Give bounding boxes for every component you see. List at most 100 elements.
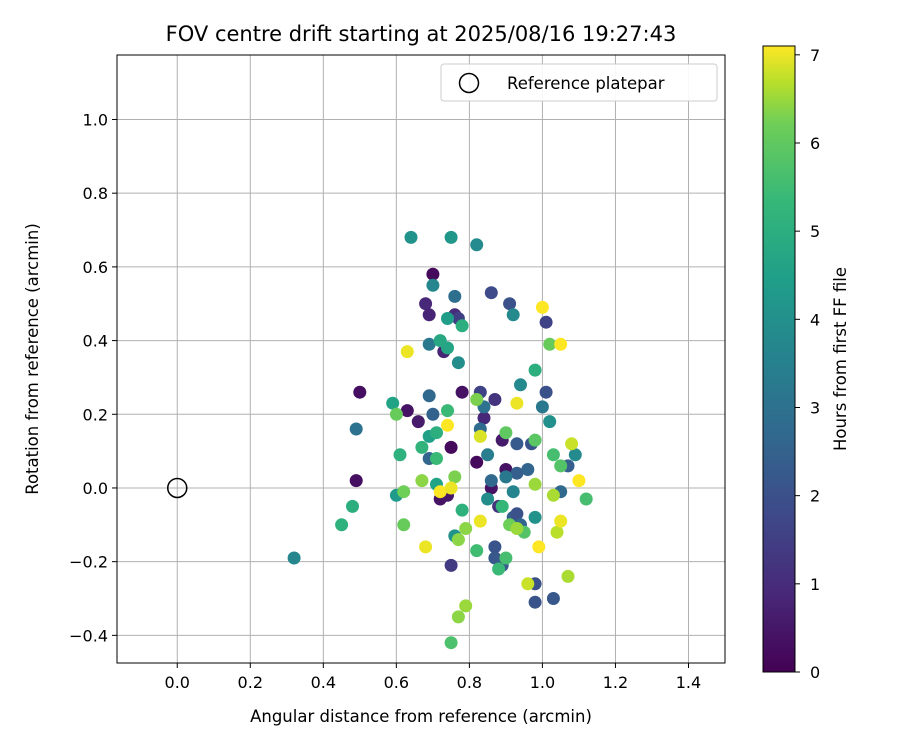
data-point [579,492,593,506]
x-tick-label: 1.0 [530,673,555,692]
data-point [492,562,506,576]
data-point [422,308,436,322]
x-tick-label: 1.4 [676,673,701,692]
data-point [422,389,436,403]
data-point [565,437,579,451]
colorbar-tick-label: 3 [810,398,820,417]
data-point [539,315,553,329]
data-point [430,426,443,440]
chart-title: FOV centre drift starting at 2025/08/16 … [166,22,677,46]
data-point [510,507,524,521]
colorbar-tick-label: 5 [810,222,820,241]
data-point [488,393,502,406]
y-axis-ticks: −0.4 −0.2 0.0 0.2 0.4 0.6 0.8 1.0 [69,110,117,645]
data-point [448,289,462,303]
data-point [389,407,403,421]
data-point [349,422,363,436]
data-point [510,437,524,451]
data-point [400,345,414,359]
data-point [477,411,491,425]
data-point [287,551,301,565]
data-point [419,297,433,311]
data-point [415,474,429,488]
data-point [499,551,513,565]
data-point [535,400,549,414]
x-tick-label: 0.8 [457,673,482,692]
data-point [554,459,568,473]
data-point [386,396,400,410]
colorbar-ticks: 0 1 2 3 4 5 6 7 [795,46,820,682]
y-tick-label: −0.4 [69,626,108,645]
data-point [349,474,363,488]
data-point [543,415,557,429]
data-point [470,238,484,252]
data-point [459,522,473,535]
colorbar-gradient [762,45,796,673]
x-tick-label: 1.2 [603,673,628,692]
colorbar-tick-label: 6 [810,134,820,153]
data-point [470,544,484,558]
colorbar-tick-label: 4 [810,310,820,329]
colorbar-tick-label: 2 [810,487,820,506]
data-point [473,429,487,443]
data-point [397,518,411,532]
data-point [528,595,542,609]
data-point [535,300,549,314]
data-point [543,337,557,351]
data-point [444,558,458,572]
data-point [397,485,411,499]
y-tick-label: 0.4 [83,332,108,351]
data-point [455,319,469,333]
y-tick-label: −0.2 [69,553,108,572]
data-point [441,418,454,432]
data-point [528,363,542,377]
data-point [514,378,527,392]
data-point [503,297,517,311]
data-point [546,448,560,462]
legend-label: Reference platepar [507,74,665,93]
colorbar: 0 1 2 3 4 5 6 7 Hours from first FF file [762,45,850,682]
legend-box [440,63,718,102]
data-point [470,393,484,406]
data-point [444,481,458,495]
data-point [506,485,520,499]
x-tick-label: 0.6 [384,673,409,692]
data-point [484,474,498,488]
data-point [554,514,568,528]
y-tick-label: 0.8 [83,184,108,203]
data-point [495,499,509,513]
y-axis-label: Rotation from reference (arcmin) [23,223,42,495]
y-tick-label: 0.2 [83,405,108,424]
data-point [481,492,495,506]
data-point [528,433,542,447]
data-point [561,569,575,583]
data-point [550,525,564,539]
legend: Reference platepar [440,63,718,102]
data-point [419,540,433,554]
colorbar-tick-label: 7 [810,46,820,65]
data-point [426,407,440,421]
x-tick-label: 0.4 [311,673,336,692]
data-point [481,448,495,462]
data-point [572,474,586,488]
data-point [430,452,443,465]
plot-frame [116,54,726,664]
data-point [470,455,484,469]
y-tick-label: 0.0 [83,479,108,498]
data-point [484,286,498,300]
data-point [499,426,513,440]
data-point [546,488,560,502]
data-point [473,514,487,528]
data-point [441,312,454,325]
data-point [510,466,524,480]
data-point [444,230,458,244]
data-point [510,522,524,535]
data-point [506,308,520,322]
data-point [451,610,465,624]
data-point [451,533,465,547]
colorbar-tick-label: 0 [810,663,820,682]
colorbar-tick-label: 1 [810,575,820,594]
data-point [426,267,440,281]
data-point [400,404,414,418]
